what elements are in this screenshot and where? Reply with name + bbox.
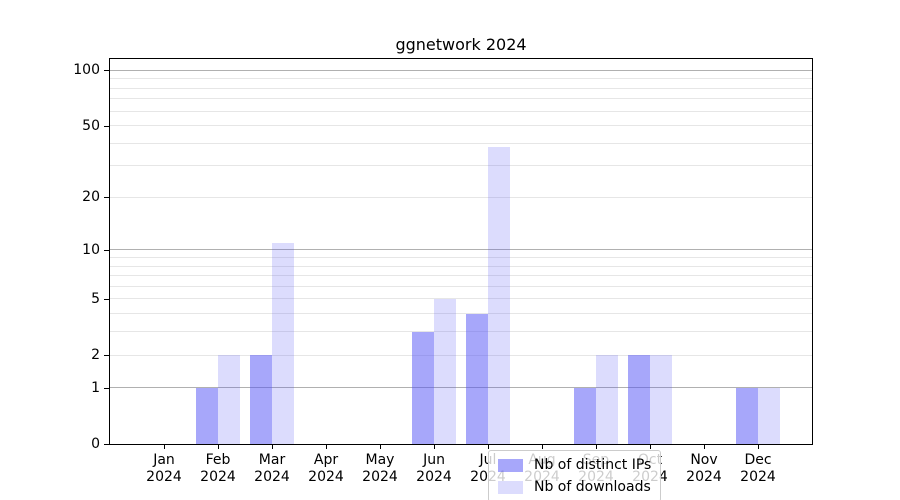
y-tick-label: 5 [91,290,100,307]
gridline-minor [110,196,812,198]
y-tick-label: 20 [82,189,100,206]
bar-distinct-ips-jun [412,331,434,444]
legend-item-downloads: Nb of downloads [498,479,651,495]
x-tick-mark [325,445,327,449]
x-tick-label: Jan 2024 [137,452,191,486]
y-tick-mark [104,355,109,356]
x-tick-label-year: 2024 [200,469,236,485]
bar-downloads-feb [218,355,240,444]
x-tick-label-month: Jun [423,452,445,468]
x-tick-label-year: 2024 [686,469,722,485]
x-tick-mark [757,445,759,449]
bar-downloads-sep [596,355,618,444]
x-tick-label: Feb 2024 [191,452,245,486]
y-tick-label: 50 [82,117,100,134]
gridline-minor [110,165,812,167]
y-tick-mark [104,387,109,389]
x-tick-label: Mar 2024 [245,452,299,486]
gridline-minor [110,275,812,277]
legend-item-distinct-ips: Nb of distinct IPs [498,457,651,473]
x-tick-label-year: 2024 [308,469,344,485]
x-tick-mark [487,445,489,449]
bar-distinct-ips-jul [466,313,488,444]
bar-downloads-jul [488,147,510,444]
gridline-minor [110,87,812,89]
bar-distinct-ips-oct [628,355,650,444]
legend-label-downloads: Nb of downloads [534,479,651,495]
bar-distinct-ips-mar [250,355,272,444]
gridline-minor [110,98,812,100]
gridline-major [110,249,812,251]
x-tick-mark [595,445,597,449]
gridline-major [110,387,812,389]
x-tick-label-year: 2024 [254,469,290,485]
x-tick-mark [379,445,381,449]
gridline-major [110,69,812,71]
legend-swatch-downloads-icon [498,480,523,494]
x-tick-mark [649,445,651,449]
x-tick-label-year: 2024 [362,469,398,485]
gridline-minor [110,110,812,112]
bar-downloads-jun [434,298,456,444]
x-tick-label-month: Apr [313,452,339,468]
x-tick-mark [541,445,543,449]
gridline-minor [110,142,812,144]
gridline-minor [110,78,812,80]
bar-downloads-mar [272,242,294,444]
gridline-minor [110,331,812,333]
gridline-minor [110,313,812,315]
chart-title: ggnetwork 2024 [395,35,527,54]
gridline-minor [110,265,812,267]
x-tick-label-year: 2024 [146,469,182,485]
x-tick-label: Dec 2024 [731,452,785,486]
legend-label-distinct-ips: Nb of distinct IPs [534,457,652,473]
y-tick-mark [104,249,109,251]
gridline-minor [110,354,812,356]
plot-area: Nb of distinct IPs Nb of downloads [109,58,813,500]
x-tick-label-month: Feb [205,452,231,468]
plot-canvas [110,59,812,444]
x-tick-label-month: Nov [690,452,718,468]
x-tick-label-month: Dec [744,452,772,468]
x-tick-label: Jun 2024 [407,452,461,486]
gridline-minor [110,285,812,287]
x-tick-label: May 2024 [353,452,407,486]
bar-downloads-dec [758,387,780,444]
x-tick-label: Apr 2024 [299,452,353,486]
y-tick-label: 100 [73,62,100,79]
y-tick-mark [104,197,109,199]
legend: Nb of distinct IPs Nb of downloads [488,450,662,500]
gridline-minor [110,125,812,127]
y-tick-label: 2 [91,347,100,363]
bar-downloads-oct [650,355,672,444]
bar-distinct-ips-sep [574,387,596,444]
y-tick-label: 0 [91,436,100,452]
gridline-minor [110,298,812,300]
x-tick-mark [271,445,273,449]
bar-distinct-ips-dec [736,387,758,444]
x-tick-label-month: Mar [258,452,286,468]
bar-distinct-ips-feb [196,387,218,444]
x-tick-label-year: 2024 [740,469,776,485]
y-tick-label: 10 [82,241,100,258]
x-tick-label-month: Jan [153,452,175,468]
x-tick-mark [703,445,705,449]
y-tick-mark [104,298,109,300]
x-tick-label-month: May [365,452,395,468]
x-tick-label: Nov 2024 [677,452,731,486]
x-tick-label-year: 2024 [416,469,452,485]
y-tick-label: 1 [91,379,100,396]
legend-swatch-distinct-ips-icon [498,458,523,472]
gridline-minor [110,256,812,258]
y-tick-mark [104,444,109,445]
x-tick-mark [163,445,165,449]
y-tick-mark [104,125,109,127]
x-tick-mark [433,445,435,449]
y-tick-mark [104,70,109,72]
x-tick-mark [217,445,219,449]
